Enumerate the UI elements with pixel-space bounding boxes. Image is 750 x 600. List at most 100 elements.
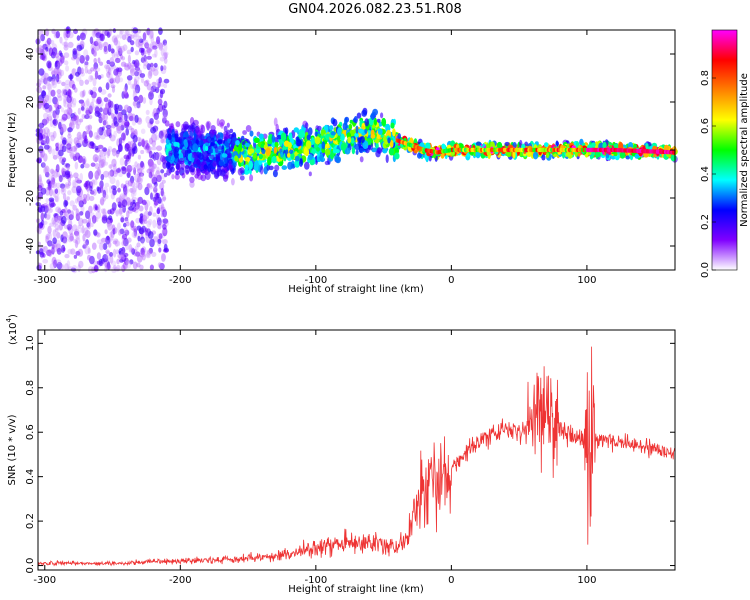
spectrogram-cell (79, 79, 84, 87)
spectrogram-cell (121, 254, 127, 262)
y-tick-label: 1.0 (25, 335, 36, 351)
spectrogram-cell (139, 252, 145, 258)
spectrogram-cell (98, 242, 105, 251)
spectrogram-cell (78, 200, 84, 208)
spectrogram-cell (163, 57, 168, 64)
spectrogram-cell (105, 124, 112, 130)
spectrogram-cell (97, 74, 102, 80)
spectrogram-cell (74, 161, 79, 170)
spectrogram-cell (219, 119, 225, 127)
spectrogram-cell (212, 160, 217, 168)
spectrogram-cell (117, 144, 123, 152)
spectrogram-cell (159, 56, 166, 62)
snr-x-axis-label: Height of straight line (km) (288, 584, 424, 595)
spectrogram-cell (77, 107, 81, 115)
spectrogram-cell (110, 112, 114, 120)
spectrogram-cell (40, 212, 45, 221)
spectrogram-cell (99, 157, 103, 165)
spectrogram-cell (91, 97, 95, 103)
spectrogram-cell (304, 161, 310, 170)
spectrogram-cell (67, 31, 74, 39)
spectrogram-cell (81, 155, 87, 165)
spectrogram-cell (130, 247, 135, 253)
spectrogram-cell (41, 90, 46, 99)
spectrogram-cell (114, 52, 119, 57)
spectrogram-cell (126, 164, 133, 173)
spectrogram-cell (108, 185, 114, 194)
spectrogram-cell (107, 148, 111, 157)
spectrogram-cell (77, 248, 84, 257)
spectrogram-cell (90, 75, 94, 81)
spectrogram-cell (117, 187, 121, 193)
spectrogram-cell (118, 229, 122, 236)
spectrogram-cell (239, 175, 245, 181)
x-tick-label: -300 (33, 575, 56, 586)
spectrogram-cell (133, 33, 139, 38)
spectrogram-cell (216, 118, 220, 127)
spectrogram-cell (78, 134, 83, 140)
spectrogram-cell (134, 71, 138, 77)
spectrogram-cell (98, 258, 103, 267)
spectrogram-cell (119, 30, 123, 39)
spectrogram-cell (79, 227, 83, 233)
spectrogram-cell (94, 204, 98, 211)
spectrogram-cell (59, 36, 63, 44)
spectrogram-cell (207, 163, 211, 173)
spectrogram-cell (94, 156, 98, 163)
spectrogram-cell (175, 163, 180, 170)
spectrogram-cell (139, 73, 146, 78)
spectrogram-cell (75, 250, 81, 256)
spectrogram-cell (122, 44, 128, 51)
spectrogram-cell (46, 60, 52, 69)
spectrogram-cell (40, 33, 45, 42)
spectrogram-cell (63, 95, 67, 104)
spectrogram-cell (148, 67, 153, 77)
spectrogram-cell (141, 139, 145, 148)
spectrogram-cell (83, 241, 88, 248)
spectrogram-cell (154, 200, 159, 206)
spectrogram-cell (68, 181, 72, 186)
spectrogram-cell (136, 175, 142, 183)
spectrogram-cell (141, 251, 146, 261)
spectrogram-cell (321, 129, 326, 135)
spectrogram-cell (119, 29, 124, 35)
spectrogram-cell (121, 91, 125, 99)
spectrogram-cell (74, 228, 80, 237)
spectrogram-cell (93, 50, 97, 57)
spectrogram-cell (48, 104, 53, 112)
spectrogram-cell (126, 210, 130, 219)
spectrogram-cell (42, 85, 47, 90)
spectrogram-cell (72, 155, 78, 162)
spectrogram-cell (54, 213, 58, 222)
spectrogram-cell (94, 170, 100, 180)
spectrogram-cell (107, 93, 112, 98)
spectrogram-cell (50, 168, 55, 174)
spectrogram-cell (151, 251, 157, 257)
spectrogram-cell (66, 107, 73, 115)
spectrogram-cell (59, 55, 65, 64)
spectrogram-cell (64, 182, 70, 188)
spectrogram-cell (107, 146, 113, 153)
spectrogram-cell (138, 137, 142, 147)
spectrogram-cell (56, 93, 62, 98)
spectrogram-cell (129, 140, 135, 149)
spectrogram-cell (67, 102, 72, 109)
spectrogram-cell (132, 134, 138, 143)
spectrogram-cell (50, 134, 55, 142)
spectrogram-cell (128, 244, 133, 253)
spectrogram-cell (84, 114, 90, 120)
spectrogram-cell (368, 144, 371, 150)
spectrogram-cell (166, 168, 171, 176)
spectrogram-cell (64, 83, 70, 91)
spectrogram-cell (234, 155, 239, 162)
spectrogram-cell (54, 113, 59, 119)
spectrogram-cell (114, 108, 119, 114)
colorbar-tick-label: 0.2 (700, 214, 711, 230)
spectrogram-cell (119, 45, 126, 53)
spectrogram-cell (314, 136, 321, 145)
spectrogram-cell (134, 59, 140, 68)
spectrogram-cell (50, 89, 56, 97)
spectrogram-cell (162, 196, 167, 201)
spectrogram-cell (120, 124, 125, 131)
spectrogram-cell (129, 259, 134, 265)
